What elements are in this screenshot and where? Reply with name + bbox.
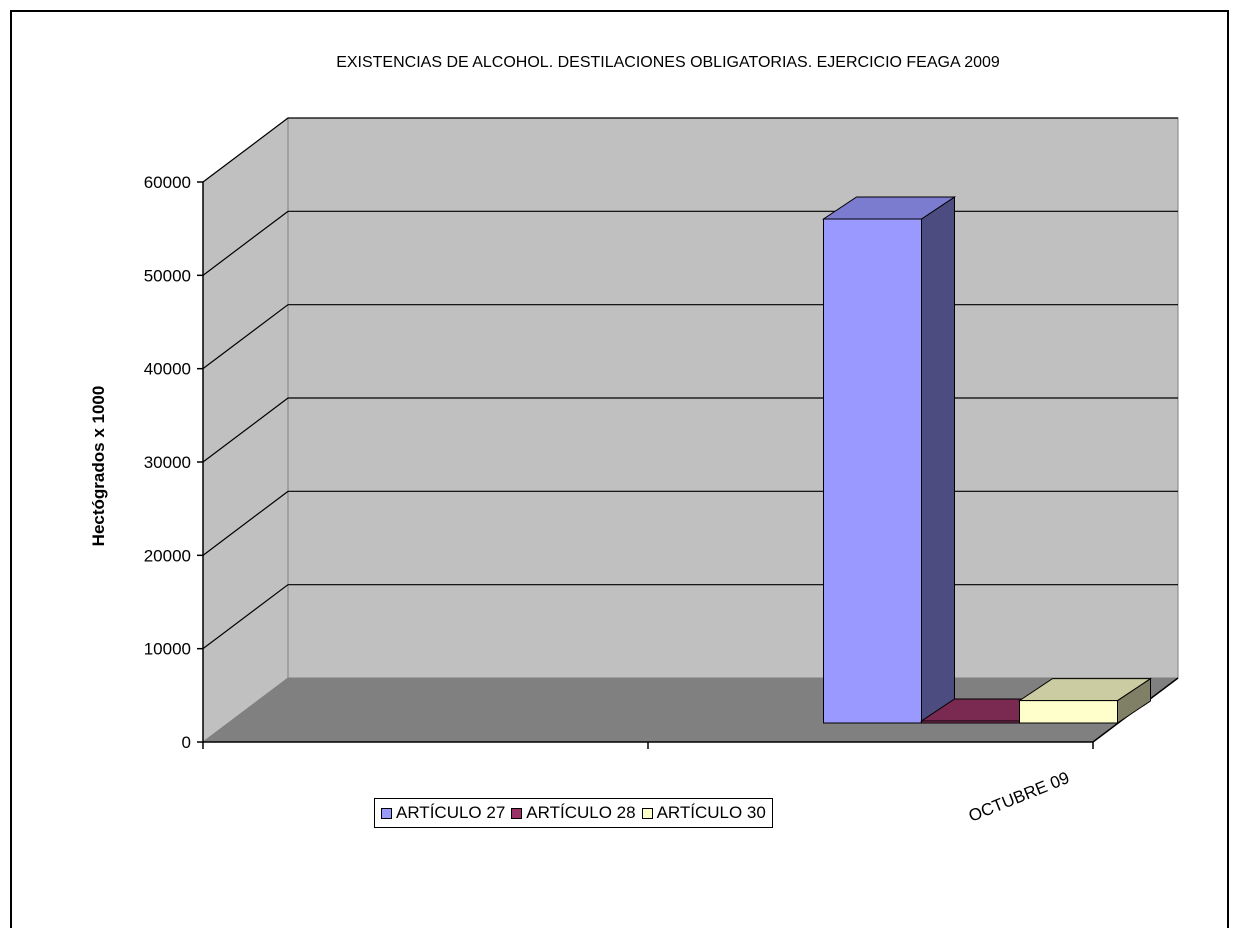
y-tick-label: 0 bbox=[182, 733, 191, 752]
y-tick-label: 60000 bbox=[144, 173, 191, 192]
y-tick-label: 10000 bbox=[144, 640, 191, 659]
y-tick-label: 30000 bbox=[144, 453, 191, 472]
gridline bbox=[202, 117, 1178, 183]
y-tick-label: 20000 bbox=[144, 546, 191, 565]
legend-label: ARTÍCULO 27 bbox=[396, 803, 506, 822]
legend-swatch bbox=[511, 807, 523, 819]
legend: ARTÍCULO 27 ARTÍCULO 28 ARTÍCULO 30 bbox=[374, 798, 773, 828]
bar bbox=[921, 720, 1020, 724]
chart-title: EXISTENCIAS DE ALCOHOL. DESTILACIONES OB… bbox=[336, 54, 1000, 71]
legend-swatch bbox=[381, 807, 392, 819]
legend-label: ARTÍCULO 28 bbox=[526, 803, 636, 822]
bar bbox=[1019, 700, 1118, 724]
x-tick-labels: OCTUBRE 09 bbox=[966, 768, 1072, 826]
x-tick-label: OCTUBRE 09 bbox=[966, 768, 1072, 826]
y-axis-label: Hectógrados x 1000 bbox=[89, 386, 108, 547]
bars bbox=[821, 196, 1153, 724]
legend-item: ARTÍCULO 28 bbox=[511, 803, 636, 823]
bar-side bbox=[921, 196, 955, 724]
legend-item: ARTÍCULO 30 bbox=[641, 803, 766, 823]
legend-swatch bbox=[641, 807, 653, 819]
y-tick-label: 40000 bbox=[144, 360, 191, 379]
bar bbox=[823, 218, 922, 724]
y-tick-labels: 0 10000 20000 30000 40000 50000 60000 bbox=[144, 173, 191, 752]
y-tick-label: 50000 bbox=[144, 266, 191, 285]
legend-item: ARTÍCULO 27 bbox=[381, 803, 505, 823]
legend-label: ARTÍCULO 30 bbox=[656, 803, 766, 822]
